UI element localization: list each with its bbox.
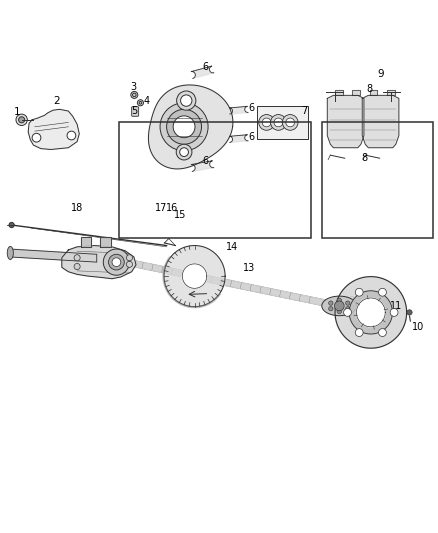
Circle shape [286,118,294,127]
Bar [321,123,433,238]
Text: 6: 6 [249,103,255,114]
Polygon shape [191,161,214,172]
Circle shape [407,310,412,315]
Circle shape [177,91,196,110]
Polygon shape [100,237,111,247]
Text: 10: 10 [412,322,424,332]
Circle shape [67,131,76,140]
Text: 11: 11 [390,301,402,311]
Circle shape [390,309,398,316]
Text: 1: 1 [14,107,21,117]
Text: 6: 6 [249,132,255,142]
Circle shape [274,118,283,127]
Circle shape [355,288,363,296]
Circle shape [180,148,188,157]
Polygon shape [230,135,248,142]
Text: 5: 5 [131,106,137,116]
Text: 4: 4 [144,96,150,107]
Text: 7: 7 [301,106,307,116]
Text: 8: 8 [361,153,367,163]
Polygon shape [164,246,225,306]
Ellipse shape [7,246,13,260]
Bar [119,123,311,238]
Polygon shape [349,291,392,334]
Circle shape [328,306,333,311]
Circle shape [346,301,350,305]
Bar [258,106,307,139]
Polygon shape [182,264,207,288]
Circle shape [18,117,25,123]
Polygon shape [335,90,343,95]
Text: 8: 8 [367,84,373,94]
Circle shape [259,115,275,130]
Text: 6: 6 [203,156,209,166]
Text: 18: 18 [71,203,83,213]
FancyBboxPatch shape [132,107,139,116]
Circle shape [337,309,342,314]
Polygon shape [191,66,214,78]
Text: 6: 6 [203,61,209,71]
Circle shape [74,255,80,261]
Circle shape [32,133,41,142]
Text: 2: 2 [53,96,60,107]
Circle shape [378,288,386,296]
Polygon shape [230,107,248,114]
Circle shape [173,116,195,138]
Circle shape [16,114,27,125]
Text: 3: 3 [131,82,137,92]
Polygon shape [357,298,385,327]
Circle shape [160,103,208,151]
Polygon shape [327,95,364,148]
Circle shape [109,254,124,270]
Circle shape [138,100,144,106]
Circle shape [127,261,133,268]
Polygon shape [352,90,360,95]
Circle shape [328,301,333,305]
Circle shape [344,309,351,316]
Circle shape [131,92,138,99]
Circle shape [262,118,271,127]
Circle shape [127,255,133,261]
Circle shape [112,258,121,266]
Text: 9: 9 [377,69,384,79]
Text: 16: 16 [166,204,178,213]
Polygon shape [148,85,233,169]
Polygon shape [370,90,378,95]
Polygon shape [28,109,79,149]
Circle shape [337,298,342,303]
Ellipse shape [322,296,357,316]
Circle shape [271,115,286,130]
Circle shape [346,306,350,311]
Circle shape [176,144,192,160]
Text: 15: 15 [174,211,187,221]
Circle shape [166,109,201,144]
Polygon shape [81,237,91,247]
Circle shape [9,222,14,228]
Circle shape [74,263,80,270]
Circle shape [103,249,130,275]
Circle shape [283,115,298,130]
Polygon shape [387,90,395,95]
Circle shape [334,301,344,311]
Polygon shape [134,261,336,308]
Polygon shape [62,246,136,279]
Polygon shape [10,249,97,262]
Polygon shape [362,95,399,148]
Circle shape [378,329,386,336]
Text: 13: 13 [243,263,255,273]
Circle shape [355,329,363,336]
Text: 12: 12 [344,296,356,306]
Text: 14: 14 [226,243,238,252]
Circle shape [180,95,192,106]
Polygon shape [335,277,406,348]
Text: 17: 17 [155,204,168,213]
